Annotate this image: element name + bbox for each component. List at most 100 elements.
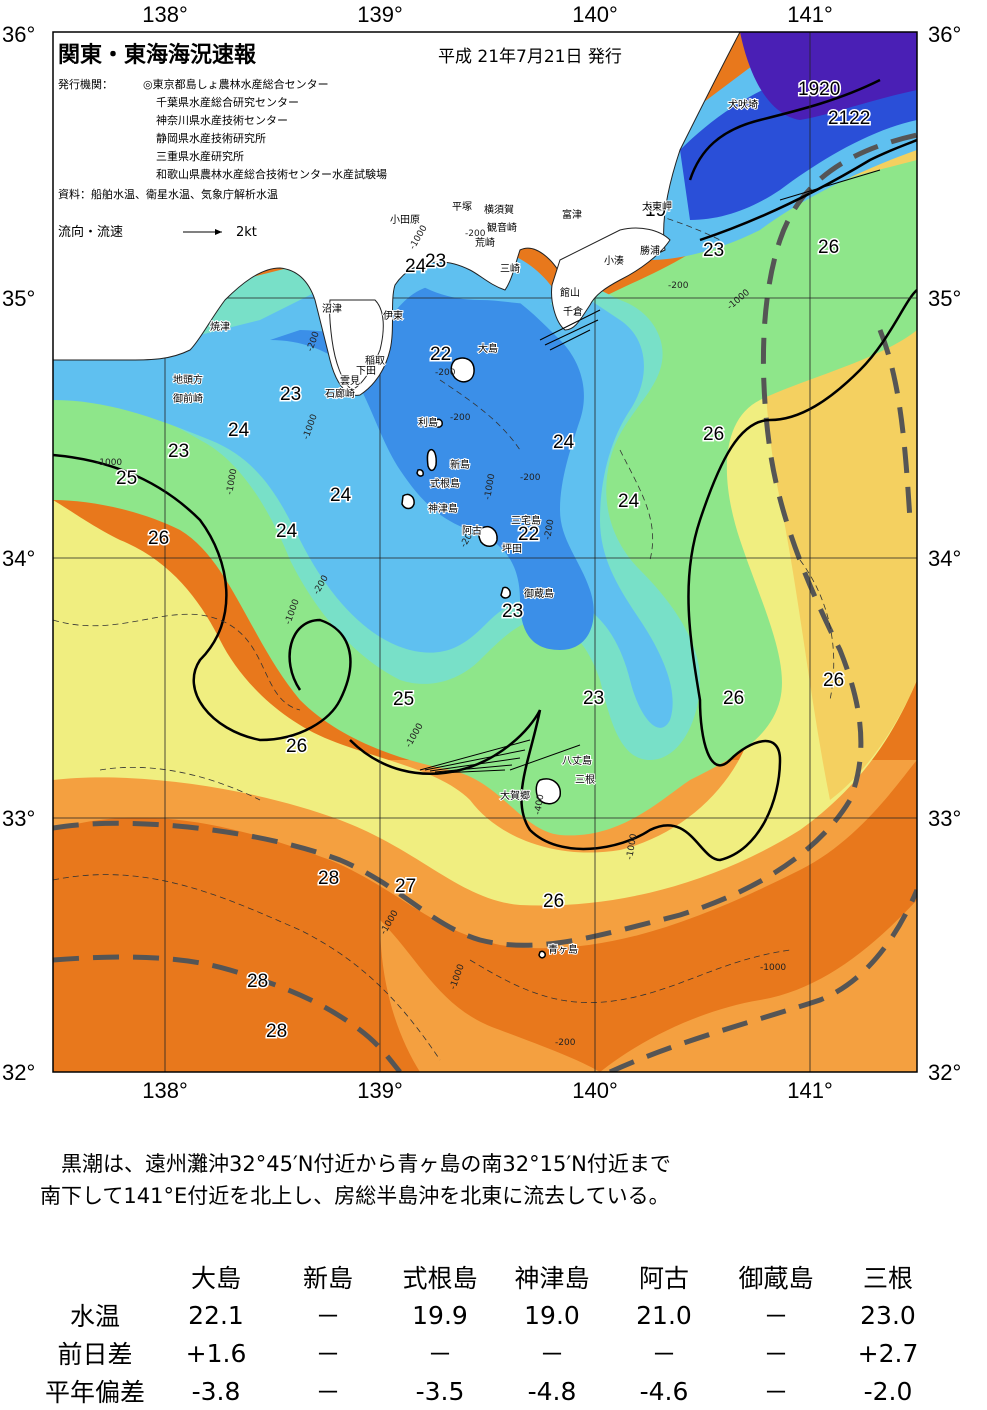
depth-label: -1000 — [760, 963, 786, 973]
flow-legend-arrowhead — [215, 229, 222, 235]
lat-tick-right: 32° — [928, 1060, 961, 1085]
lat-tick-right: 33° — [928, 806, 961, 831]
table-cell: － — [651, 1340, 677, 1369]
isotherm-label: 28 — [247, 971, 268, 992]
row-header: 前日差 — [57, 1340, 133, 1369]
column-header: 三根 — [862, 1264, 913, 1293]
depth-label: -200 — [435, 368, 456, 378]
table-cell: 21.0 — [636, 1300, 692, 1330]
lon-tick-bottom: 138° — [142, 1078, 188, 1103]
depth-label: -1000 — [483, 473, 497, 501]
isotherm-label: 1920 — [798, 79, 840, 100]
isotherm-label: 24 — [618, 491, 640, 512]
lat-tick-right: 36° — [928, 22, 961, 47]
island-mikurajima — [500, 586, 511, 599]
place-label: 小湊 — [604, 254, 624, 267]
isotherm-label: 28 — [266, 1021, 287, 1042]
land-boso — [551, 227, 671, 331]
table-cell: +2.7 — [857, 1338, 919, 1368]
isotherm-label: 26 — [703, 424, 724, 445]
island-oshima — [450, 357, 475, 383]
isotherm-label: 26 — [723, 688, 744, 709]
column-header: 御蔵島 — [738, 1264, 814, 1293]
isotherm-ne-cold — [688, 78, 881, 181]
place-label: 稲取 — [365, 355, 385, 367]
summary-line: 黒潮は、遠州灘沖32°45′N付近から青ヶ島の南32°15′N付近まで — [40, 1152, 671, 1176]
isotherm-label: 2122 — [828, 108, 870, 129]
lat-tick-left: 36° — [2, 22, 35, 47]
depth-label: -1000 — [225, 468, 239, 496]
issue-date: 平成 21年7月21日 発行 — [438, 47, 622, 67]
isotherm-label: 23 — [425, 251, 446, 272]
isotherm-label: 19 — [645, 200, 666, 221]
place-label: 八丈島 — [562, 754, 592, 767]
table-cell: － — [763, 1378, 789, 1407]
depth-label: -1000 — [96, 458, 122, 468]
sea-temperature-map: 138° 139° 140° 141° 138° 139° 140° 141° … — [2, 2, 961, 1103]
agency-item: 静岡県水産技術研究所 — [156, 131, 266, 145]
table-corner — [30, 1258, 160, 1296]
lat-tick-left: 34° — [2, 546, 35, 571]
kuroshio-north — [877, 329, 913, 521]
flow-legend-speed: 2kt — [236, 225, 257, 240]
isotherm-label: 26 — [823, 670, 844, 691]
table-cell: － — [539, 1340, 565, 1369]
island-shikinejima — [416, 469, 424, 477]
isotherm-label: 24 — [228, 420, 250, 441]
isotherm-label: 26 — [148, 528, 169, 549]
agencies-label: 発行機関： — [58, 77, 113, 91]
place-label: 御蔵島 — [524, 587, 554, 600]
place-label: 横須賀 — [484, 203, 514, 216]
table-cell: 19.9 — [412, 1300, 468, 1330]
place-label: 小田原 — [390, 214, 420, 226]
kuroshio-east — [608, 889, 917, 1072]
isotherm-label: 22 — [430, 344, 451, 365]
table-cell: -4.6 — [639, 1376, 689, 1406]
place-label: 平塚 — [452, 201, 472, 213]
place-label: 神津島 — [428, 502, 458, 515]
table-cell: -2.0 — [863, 1376, 913, 1406]
place-label: 太東岬 — [642, 200, 672, 213]
column-header: 阿古 — [638, 1264, 689, 1293]
island-temperature-table: 大島 新島 式根島 神津島 阿古 御蔵島 三根 水温 22.1 － 19.9 1… — [30, 1258, 944, 1410]
place-label: 三崎 — [500, 262, 520, 275]
place-label: 新島 — [450, 458, 470, 471]
place-label: 青ヶ島 — [548, 943, 578, 956]
table-cell: -3.8 — [191, 1376, 241, 1406]
place-label: 犬吠埼 — [728, 98, 758, 111]
lon-tick-top: 141° — [787, 2, 833, 27]
column-header: 大島 — [190, 1264, 241, 1293]
table-cell: － — [763, 1302, 789, 1331]
place-label: 阿古 — [462, 524, 482, 537]
lon-tick-top: 140° — [572, 2, 618, 27]
lat-tick-left: 33° — [2, 806, 35, 831]
data-sources: 資料：船舶水温、衛星水温、気象庁解析水温 — [58, 187, 278, 201]
table-cell: － — [427, 1340, 453, 1369]
current-vectors — [419, 169, 881, 774]
isotherm-label: 23 — [168, 441, 189, 462]
isotherm-label: 23 — [280, 384, 301, 405]
table-header-row: 大島 新島 式根島 神津島 阿古 御蔵島 三根 — [30, 1258, 944, 1296]
agency-item: ◎東京都島しょ農林水産総合センター — [143, 77, 329, 91]
depth-label: -200 — [543, 518, 556, 540]
table-cell: － — [315, 1378, 341, 1407]
place-label: 地頭方 — [173, 373, 203, 386]
island-toshima — [434, 418, 443, 428]
isotherm-label: 28 — [318, 868, 339, 889]
isotherm-25 — [53, 453, 352, 742]
place-label: 式根島 — [430, 477, 460, 490]
map-frame — [52, 31, 918, 1073]
table-cell: -4.8 — [527, 1376, 577, 1406]
place-label: 沼津 — [322, 302, 342, 315]
lat-tick-right: 35° — [928, 286, 961, 311]
table-cell: -3.5 — [415, 1376, 465, 1406]
place-names: 犬吠埼 太東岬 勝浦 小湊 富津 平塚 横須賀 観音崎 荒崎 三崎 小田原 館山… — [172, 97, 759, 957]
place-label: 三宅島 — [511, 514, 541, 527]
depth-label: -200 — [450, 413, 471, 423]
place-label: 千倉 — [563, 305, 583, 318]
table-cell: － — [315, 1302, 341, 1331]
isotherm-label: 24 — [276, 521, 298, 542]
lat-tick-right: 34° — [928, 546, 961, 571]
isotherm-label: 23 — [583, 688, 604, 709]
place-label: 三根 — [575, 773, 595, 786]
